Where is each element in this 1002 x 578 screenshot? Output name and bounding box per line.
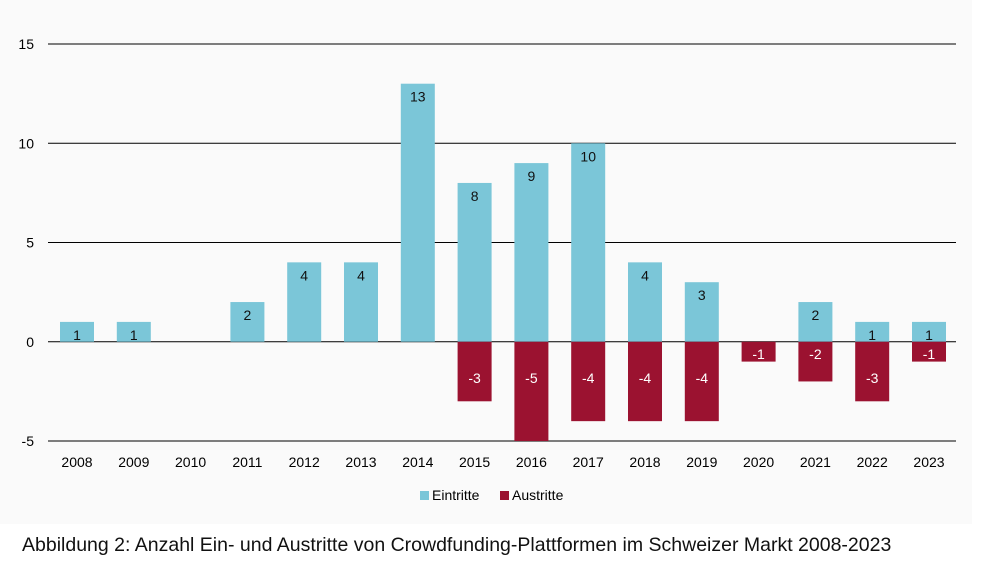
x-tick-label: 2023 [913, 454, 944, 470]
legend-swatch-eintritte [420, 491, 429, 500]
legend-swatch-austritte [500, 491, 509, 500]
x-tick-label: 2019 [686, 454, 717, 470]
bar-eintritte-2009 [116, 321, 151, 342]
data-label: 9 [528, 168, 536, 184]
bar-austritte-2015 [457, 341, 492, 402]
bar-eintritte-2021 [798, 302, 833, 342]
y-tick-label: 0 [26, 334, 34, 350]
data-label: 4 [300, 267, 308, 283]
bar-eintritte-2014 [400, 83, 435, 342]
bar-eintritte-2008 [60, 321, 94, 342]
x-tick-label: 2020 [743, 454, 774, 470]
data-label: -4 [639, 370, 652, 386]
bar-austritte-2021 [798, 341, 833, 382]
figure-caption: Abbildung 2: Anzahl Ein- und Austritte v… [22, 534, 892, 556]
data-label: -3 [468, 370, 481, 386]
data-label: -4 [696, 370, 709, 386]
bar-eintritte-2012 [287, 262, 322, 342]
y-tick-label: -5 [22, 433, 35, 449]
data-label: -5 [525, 370, 538, 386]
bar-eintritte-2011 [230, 302, 265, 342]
x-tick-label: 2010 [175, 454, 206, 470]
bar-austritte-2020 [741, 341, 776, 362]
x-tick-label: 2008 [61, 454, 92, 470]
bar-eintritte-2022 [855, 321, 890, 342]
data-label: 1 [73, 327, 81, 343]
data-label: 1 [130, 327, 138, 343]
x-tick-label: 2022 [857, 454, 888, 470]
data-label: -1 [752, 346, 765, 362]
x-tick-label: 2017 [573, 454, 604, 470]
data-label: 2 [812, 307, 820, 323]
legend-label-eintritte: Eintritte [432, 487, 480, 503]
data-label: -1 [923, 346, 936, 362]
y-tick-label: 10 [18, 135, 34, 151]
data-label: 1 [868, 327, 876, 343]
x-tick-label: 2016 [516, 454, 547, 470]
bar-austritte-2018 [628, 341, 662, 422]
bar-austritte-2016 [514, 341, 549, 441]
bar-eintritte-2016 [514, 163, 549, 342]
bar-austritte-2017 [571, 341, 606, 422]
bar-chart: -5 0 5 10 15 1 1 2 4 4 13 8 9 10 4 3 2 1 1 -3 -5 -4 -4 -4 -1 -2 -3… [18, 36, 956, 503]
x-tick-label: 2021 [800, 454, 831, 470]
x-tick-label: 2013 [345, 454, 376, 470]
y-tick-label: 5 [26, 235, 34, 251]
data-label: 13 [410, 89, 426, 105]
data-label: 8 [471, 188, 479, 204]
data-label: 4 [641, 267, 649, 283]
bar-eintritte-2019 [684, 282, 719, 342]
data-label: 2 [244, 307, 252, 323]
data-label: 1 [925, 327, 933, 343]
legend-label-austritte: Austritte [512, 487, 564, 503]
bar-eintritte-2015 [457, 182, 492, 342]
data-label: 4 [357, 267, 365, 283]
data-label: -4 [582, 370, 595, 386]
bar-austritte-2023 [912, 341, 946, 362]
y-tick-label: 15 [18, 36, 34, 52]
bar-austritte-2019 [684, 341, 719, 422]
bar-eintritte-2018 [628, 262, 662, 342]
x-tick-label: 2012 [289, 454, 320, 470]
data-label: -3 [866, 370, 879, 386]
x-tick-label: 2009 [118, 454, 149, 470]
data-label: 10 [580, 148, 596, 164]
data-label: 3 [698, 287, 706, 303]
x-tick-label: 2011 [232, 454, 262, 470]
bar-eintritte-2017 [571, 143, 606, 342]
bar-austritte-2022 [855, 341, 890, 402]
data-label: -2 [809, 346, 822, 362]
bar-eintritte-2023 [912, 321, 946, 342]
bar-eintritte-2013 [344, 262, 378, 342]
x-tick-label: 2014 [402, 454, 433, 470]
x-tick-label: 2018 [629, 454, 660, 470]
x-tick-label: 2015 [459, 454, 490, 470]
